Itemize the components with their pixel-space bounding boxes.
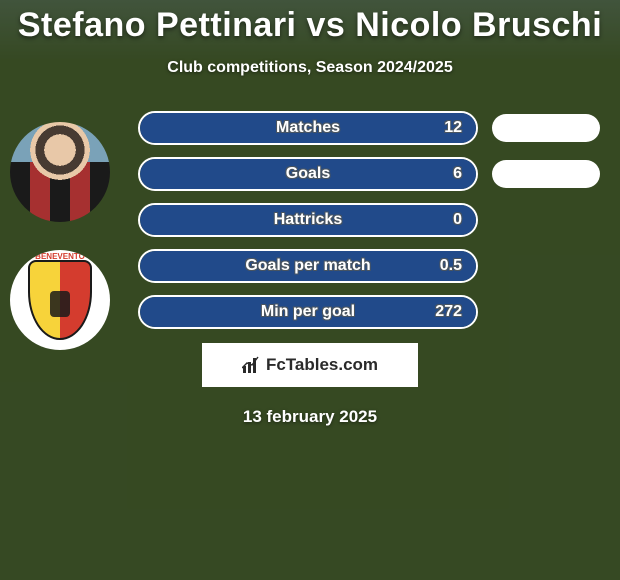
brand-text: FcTables.com — [266, 355, 378, 375]
stat-pill: Goals per match 0.5 — [138, 249, 478, 283]
date-text: 13 february 2025 — [0, 407, 620, 427]
crest-text: BENEVENTO — [35, 252, 85, 261]
stat-pill: Min per goal 272 — [138, 295, 478, 329]
stat-row: Hattricks 0 — [138, 203, 600, 237]
stat-row: Matches 12 — [138, 111, 600, 145]
stat-pill-fill — [140, 159, 476, 189]
chart-icon — [242, 356, 260, 374]
stat-pill-fill — [140, 205, 476, 235]
stat-pill: Matches 12 — [138, 111, 478, 145]
player-avatar — [10, 122, 110, 222]
stat-pill-fill — [140, 251, 476, 281]
stat-pill: Hattricks 0 — [138, 203, 478, 237]
stat-row: Min per goal 272 — [138, 295, 600, 329]
stat-row: Goals 6 — [138, 157, 600, 191]
stat-pill: Goals 6 — [138, 157, 478, 191]
club-crest: BENEVENTO — [28, 260, 92, 340]
club-avatar: BENEVENTO — [10, 250, 110, 350]
stat-pill-fill — [140, 113, 476, 143]
avatars: BENEVENTO — [10, 122, 110, 378]
subtitle: Club competitions, Season 2024/2025 — [0, 59, 620, 77]
stat-pill-fill — [140, 297, 476, 327]
opponent-pill — [492, 114, 600, 142]
opponent-pill — [492, 160, 600, 188]
page-title: Stefano Pettinari vs Nicolo Bruschi — [0, 6, 620, 45]
stat-row: Goals per match 0.5 — [138, 249, 600, 283]
brand-box[interactable]: FcTables.com — [202, 343, 418, 387]
